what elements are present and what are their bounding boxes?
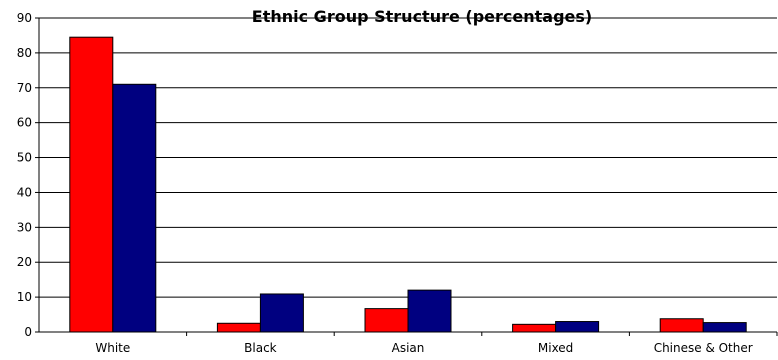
bar-asian-series-1 [364, 308, 409, 333]
bar-chinese-other-series-2 [702, 322, 747, 333]
category-labels: White Black Asian Mixed Chinese & Other [95, 341, 752, 355]
y-tick-label: 50 [17, 151, 32, 165]
category-label: Asian [392, 341, 425, 355]
bar-asian-series-2 [407, 289, 452, 333]
bar-black-series-1 [216, 322, 261, 333]
y-tick-label: 30 [17, 220, 32, 234]
category-label: Black [244, 341, 277, 355]
bar-chinese-other-series-1 [659, 318, 704, 333]
y-tick-label: 0 [24, 325, 32, 339]
bar-mixed-series-2 [555, 321, 600, 333]
y-tick-labels: 0 10 20 30 40 50 60 70 80 90 [17, 11, 32, 339]
y-tick-label: 40 [17, 185, 32, 199]
y-tick-label: 90 [17, 11, 32, 25]
bar-white-series-2 [112, 83, 157, 333]
y-tick-label: 70 [17, 81, 32, 95]
y-tick-label: 10 [17, 290, 32, 304]
category-label: Chinese & Other [654, 341, 753, 355]
chart-title: Ethnic Group Structure (percentages) [252, 7, 592, 26]
bar-mixed-series-1 [512, 323, 557, 333]
category-label: White [95, 341, 130, 355]
bars [69, 36, 747, 333]
bar-black-series-2 [259, 293, 304, 333]
y-tick-label: 20 [17, 255, 32, 269]
y-tick-label: 60 [17, 116, 32, 130]
y-tick-label: 80 [17, 46, 32, 60]
gridlines [39, 17, 777, 298]
bar-white-series-1 [69, 36, 114, 333]
category-label: Mixed [538, 341, 573, 355]
